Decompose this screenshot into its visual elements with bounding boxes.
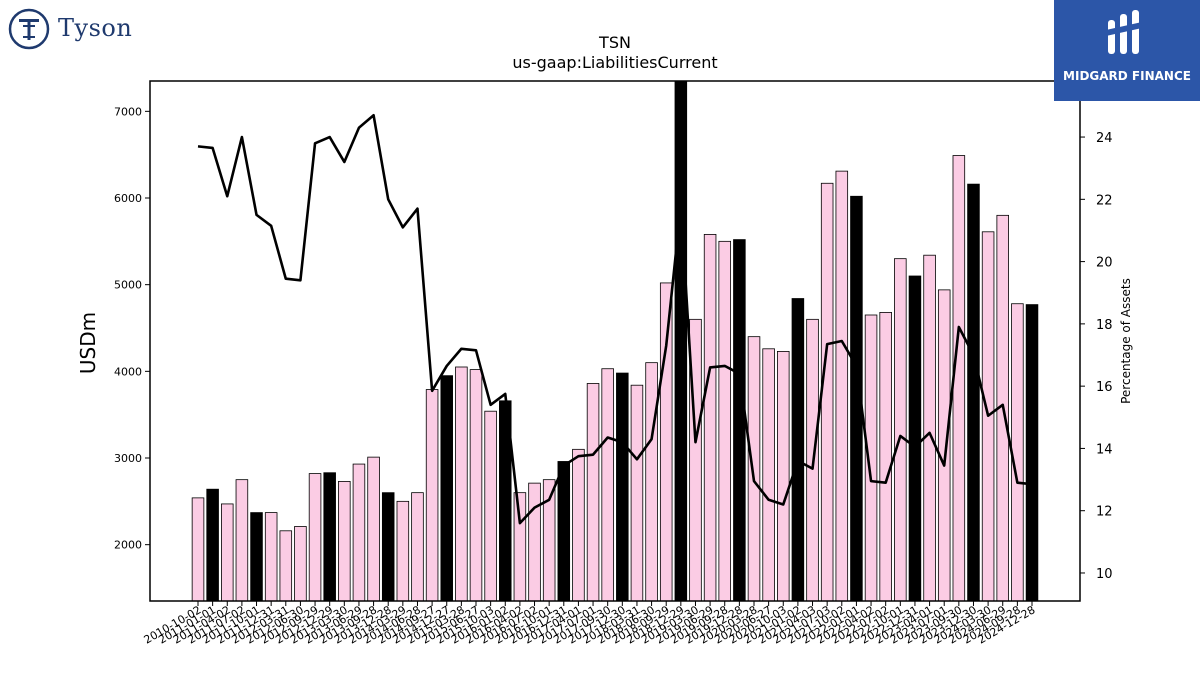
bar-2022-01-01	[850, 195, 863, 601]
y-tick-label: 7000	[114, 105, 142, 118]
plot-frame	[149, 80, 1081, 602]
y2-tick-label: 18	[1096, 318, 1113, 333]
bar-2010-10-02	[191, 497, 205, 601]
bar-2012-12-29	[323, 472, 336, 601]
y2-tick-label: 14	[1096, 442, 1113, 457]
bar-2018-09-29	[659, 282, 673, 601]
chart-title-group: TSN us-gaap:LiabilitiesCurrent	[512, 33, 717, 72]
y-tick-label: 2000	[114, 539, 142, 552]
bar-2022-07-02	[879, 311, 892, 601]
y2-tick-label: 24	[1096, 131, 1113, 146]
bar-2014-09-27	[425, 389, 439, 601]
bar-2020-06-27	[762, 348, 775, 601]
tyson-emblem-icon	[8, 8, 50, 50]
bar-2022-10-01	[894, 258, 907, 601]
bar-2023-07-01	[937, 289, 951, 601]
tyson-logo: Tyson	[8, 8, 148, 52]
bar-2012-03-31	[279, 530, 293, 601]
bar-2012-09-29	[308, 473, 322, 601]
chart-title: TSN	[598, 33, 631, 52]
bar-2017-07-01	[586, 383, 600, 601]
bar-2019-09-28	[718, 240, 731, 601]
bar-2013-06-29	[352, 463, 366, 601]
midgard-finance-logo: MIDGARD FINANCE	[1054, 0, 1200, 101]
y-tick-label: 5000	[114, 279, 142, 292]
bar-2017-12-30	[616, 372, 629, 601]
y-tick-label: 3000	[114, 452, 142, 465]
bar-2015-06-27	[469, 369, 483, 601]
bar-2014-06-28	[411, 492, 424, 601]
bar-2013-12-28	[381, 492, 395, 601]
y2-tick-label: 10	[1096, 567, 1113, 582]
bar-2020-10-03	[777, 350, 790, 601]
bar-2018-03-31	[630, 384, 644, 601]
bar-2023-09-30	[952, 155, 966, 601]
bar-2020-03-28	[747, 336, 761, 601]
bar-2019-03-30	[689, 318, 702, 601]
y2-tick-label: 20	[1096, 256, 1113, 271]
y2-tick-label: 16	[1096, 380, 1113, 395]
chart-subtitle: us-gaap:LiabilitiesCurrent	[512, 53, 717, 72]
bar-2017-04-01	[572, 448, 585, 601]
y2-axis-label: Percentage of Assets	[1119, 278, 1133, 404]
bar-2011-04-02	[221, 503, 234, 601]
y-tick-label: 6000	[114, 192, 142, 205]
bar-2016-07-02	[528, 482, 541, 601]
tyson-wordmark: Tyson	[58, 14, 133, 42]
bar-2013-09-28	[367, 456, 380, 601]
bar-2023-12-30	[967, 183, 980, 601]
bar-2017-09-30	[601, 368, 614, 601]
bar-2018-06-30	[645, 362, 658, 601]
bar-2011-07-02	[235, 479, 249, 601]
bar-2011-12-31	[264, 512, 278, 601]
bar-2016-10-01	[542, 479, 556, 601]
bar-2015-10-03	[484, 410, 497, 601]
bar-2018-12-29	[674, 81, 688, 601]
bar-2015-03-28	[455, 366, 468, 601]
bar-2016-12-31	[557, 461, 571, 601]
bar-2024-09-28	[1011, 303, 1024, 601]
bar-2021-01-02	[791, 298, 805, 601]
bar-2019-12-28	[733, 239, 746, 601]
y-axis-label: USDm	[76, 312, 100, 374]
bar-2011-01-01	[206, 488, 219, 601]
bar-2021-10-02	[835, 170, 849, 601]
bar-2012-06-30	[294, 526, 307, 601]
y-tick-label: 4000	[114, 365, 142, 378]
bar-series	[191, 81, 1039, 601]
bar-2024-12-28	[1025, 304, 1039, 601]
percentage-line	[197, 113, 1033, 525]
bar-2016-04-02	[513, 492, 527, 601]
bar-2022-04-02	[864, 314, 878, 601]
y-axis-left: 2000 3000 4000 5000 6000 7000	[114, 105, 150, 552]
bar-2014-03-29	[396, 500, 410, 601]
bar-2019-06-29	[703, 233, 717, 601]
x-axis: 2010-10-022011-01-012011-04-022011-07-02…	[142, 601, 1038, 647]
bar-2014-12-27	[440, 375, 453, 601]
bar-2021-07-03	[820, 182, 834, 601]
y2-tick-label: 22	[1096, 193, 1113, 208]
y-axis-right: 10 12 14 16 18 20 22 24	[1080, 131, 1113, 582]
y2-tick-label: 12	[1096, 505, 1113, 520]
midgard-wordmark: MIDGARD FINANCE	[1063, 69, 1191, 83]
bar-2022-12-31	[908, 275, 922, 601]
bar-2013-03-30	[338, 480, 351, 601]
midgard-emblem-icon	[1106, 10, 1142, 54]
bar-2011-10-01	[250, 512, 263, 601]
bar-2023-04-01	[923, 254, 936, 601]
